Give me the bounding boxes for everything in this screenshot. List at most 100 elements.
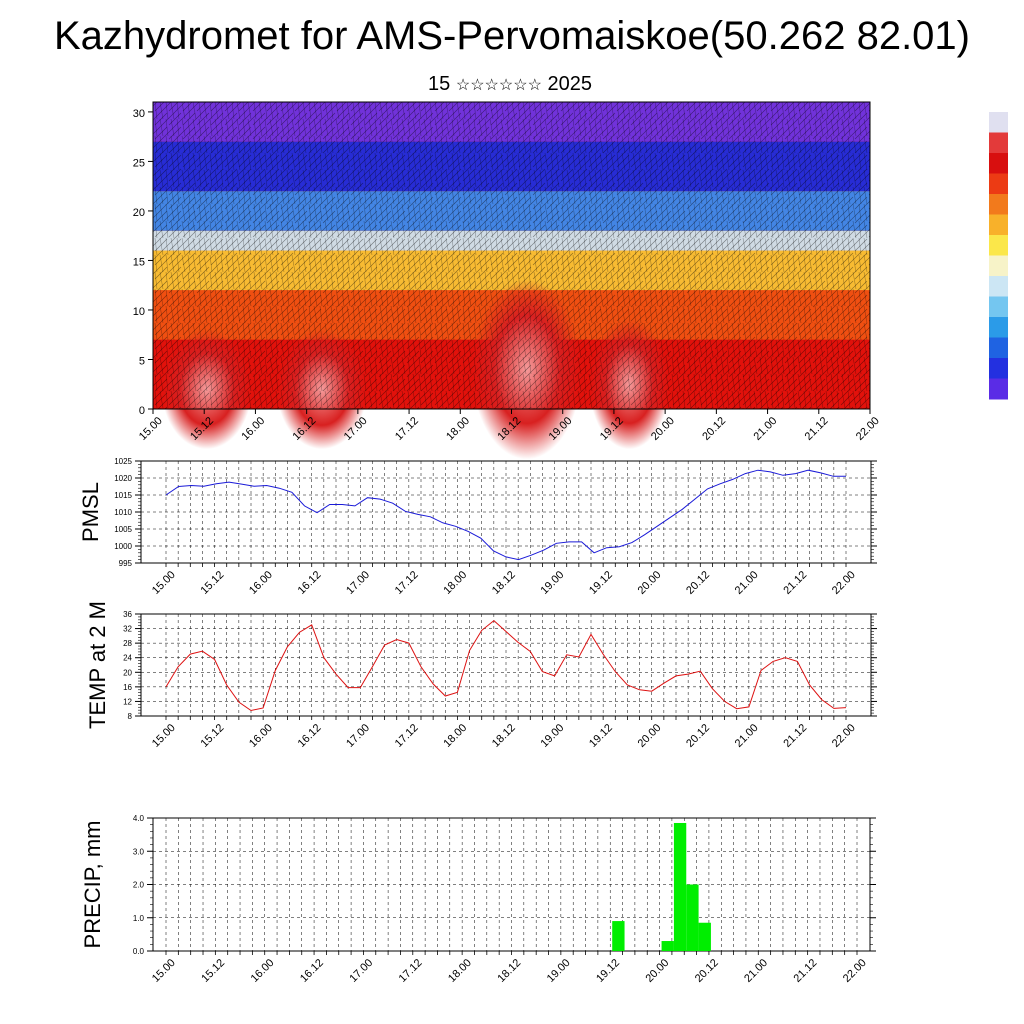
heatmap-ytick-label-4: 20 bbox=[133, 207, 145, 219]
pmsl-ytick-label-2: 1005 bbox=[114, 525, 132, 534]
colorbar-swatch-5 bbox=[989, 214, 1008, 236]
pmsl-series-line bbox=[165, 469, 846, 561]
temp-xtick-label-9: 19.12 bbox=[587, 722, 615, 750]
pmsl-panel: 995 1000 1005 1010 1015 1020 1025 15.00 15.12 16.… bbox=[78, 457, 877, 597]
precip-panel: 0.0 1.0 2.0 3.0 4.0 15.00 15.12 16.00 16.12 17.00… bbox=[80, 814, 876, 985]
pmsl-xtick-label-4: 17.00 bbox=[344, 569, 372, 597]
heatmap-xtick-label-5: 17.12 bbox=[393, 415, 421, 443]
colorbar-swatch-10 bbox=[989, 317, 1008, 338]
temp-xtick-label-6: 18.00 bbox=[441, 722, 469, 750]
temp-ytick-label-3: 20 bbox=[123, 668, 132, 677]
colorbar-swatch-11 bbox=[989, 337, 1008, 359]
pmsl-xtick-label-1: 15.12 bbox=[198, 569, 226, 597]
precip-bar-3 bbox=[686, 884, 699, 951]
colorbar-swatch-7 bbox=[989, 255, 1008, 277]
heatmap-xtick-label-13: 21.12 bbox=[803, 415, 831, 443]
colorbar bbox=[989, 112, 1008, 400]
precip-ytick-label-4: 4.0 bbox=[133, 814, 145, 823]
temp-xtick-label-11: 20.12 bbox=[684, 722, 712, 750]
precip-bar-4 bbox=[698, 922, 711, 951]
pmsl-ytick-label-6: 1025 bbox=[114, 457, 132, 466]
temp-ytick-label-2: 16 bbox=[123, 683, 132, 692]
pmsl-xtick-label-12: 21.00 bbox=[733, 569, 761, 597]
precip-ytick-label-0: 0.0 bbox=[133, 947, 145, 956]
precip-ytick-label-3: 3.0 bbox=[133, 847, 145, 856]
heatmap-ytick-label-6: 30 bbox=[133, 108, 145, 120]
temp-series-line bbox=[165, 619, 847, 712]
precip-bar-2 bbox=[673, 822, 687, 951]
heatmap-ytick-label-3: 15 bbox=[133, 256, 145, 268]
precip-xtick-label-5: 17.12 bbox=[397, 957, 425, 985]
temp-xtick-label-0: 15.00 bbox=[150, 722, 178, 750]
precip-xtick-label-10: 20.00 bbox=[643, 957, 671, 985]
temp-xtick-label-13: 21.12 bbox=[781, 722, 809, 750]
heatmap-xtick-label-0: 15.00 bbox=[137, 415, 165, 443]
wind-barbs bbox=[153, 102, 870, 409]
precip-ytick-label-2: 2.0 bbox=[133, 881, 145, 890]
heatmap-ytick-label-1: 5 bbox=[139, 355, 145, 367]
chart-title: Kazhydromet for AMS-Pervomaiskoe(50.262 … bbox=[54, 14, 970, 58]
precip-xtick-label-9: 19.12 bbox=[594, 957, 622, 985]
pmsl-xtick-label-9: 19.12 bbox=[587, 569, 615, 597]
colorbar-swatch-0 bbox=[989, 112, 1008, 133]
temp-xtick-label-3: 16.12 bbox=[296, 722, 324, 750]
pmsl-xtick-label-2: 16.00 bbox=[247, 569, 275, 597]
colorbar-swatch-1 bbox=[989, 132, 1008, 154]
precip-xtick-label-6: 18.00 bbox=[446, 957, 474, 985]
temp-ylabel: TEMP at 2 M bbox=[85, 601, 110, 729]
heatmap-xtick-label-11: 20.12 bbox=[700, 415, 728, 443]
temp-ytick-label-7: 36 bbox=[123, 610, 132, 619]
colorbar-swatch-3 bbox=[989, 173, 1008, 195]
colorbar-swatch-12 bbox=[989, 358, 1008, 379]
temp-xtick-label-4: 17.00 bbox=[344, 722, 372, 750]
heatmap-xtick-label-6: 18.00 bbox=[444, 415, 472, 443]
pmsl-xtick-label-8: 19.00 bbox=[538, 569, 566, 597]
heatmap-ytick-label-0: 0 bbox=[139, 405, 145, 417]
precip-xtick-label-1: 15.12 bbox=[199, 957, 227, 985]
pmsl-xtick-label-13: 21.12 bbox=[781, 569, 809, 597]
pmsl-ytick-label-4: 1015 bbox=[114, 491, 132, 500]
precip-xtick-label-4: 17.00 bbox=[347, 957, 375, 985]
precip-xtick-label-3: 16.12 bbox=[298, 957, 326, 985]
heatmap-ytick-label-2: 10 bbox=[133, 306, 145, 318]
temp-xtick-label-1: 15.12 bbox=[198, 722, 226, 750]
precip-xtick-label-12: 21.00 bbox=[742, 957, 770, 985]
heatmap-ytick-label-5: 25 bbox=[133, 157, 145, 169]
pmsl-xtick-label-5: 17.12 bbox=[393, 569, 421, 597]
colorbar-swatch-8 bbox=[989, 276, 1008, 297]
pmsl-ytick-label-0: 995 bbox=[119, 559, 133, 568]
precip-xtick-label-13: 21.12 bbox=[792, 957, 820, 985]
chart-subtitle: 15 ☆☆☆☆☆☆ 2025 bbox=[150, 73, 870, 96]
precip-xtick-label-2: 16.00 bbox=[249, 957, 277, 985]
colorbar-swatch-4 bbox=[989, 194, 1008, 215]
temp-panel: 8 12 16 20 24 28 32 36 15.00 15.12 16.00 16.12 17.00… bbox=[85, 601, 877, 750]
colorbar-swatch-6 bbox=[989, 235, 1008, 256]
precip-xtick-label-11: 20.12 bbox=[693, 957, 721, 985]
pmsl-ytick-label-5: 1020 bbox=[114, 474, 132, 483]
precip-xtick-label-8: 19.00 bbox=[545, 957, 573, 985]
pmsl-xtick-label-10: 20.00 bbox=[636, 569, 664, 597]
temp-ytick-label-0: 8 bbox=[128, 712, 133, 721]
pmsl-xtick-label-11: 20.12 bbox=[684, 569, 712, 597]
temp-xtick-label-7: 18.12 bbox=[490, 722, 518, 750]
precip-xtick-label-7: 18.12 bbox=[495, 957, 523, 985]
pmsl-ytick-label-1: 1000 bbox=[114, 542, 132, 551]
temp-ytick-label-4: 24 bbox=[123, 654, 132, 663]
heatmap-xtick-label-12: 21.00 bbox=[751, 415, 779, 443]
temp-xtick-label-12: 21.00 bbox=[733, 722, 761, 750]
date-year: 2025 bbox=[547, 73, 592, 95]
colorbar-swatch-13 bbox=[989, 378, 1008, 400]
temp-xtick-label-14: 22.00 bbox=[830, 722, 858, 750]
temp-ytick-label-6: 32 bbox=[123, 625, 132, 634]
pmsl-xtick-label-14: 22.00 bbox=[830, 569, 858, 597]
pmsl-xtick-label-3: 16.12 bbox=[296, 569, 324, 597]
pmsl-ytick-label-3: 1010 bbox=[114, 508, 132, 517]
pmsl-xtick-label-0: 15.00 bbox=[150, 569, 178, 597]
heatmap-xtick-label-14: 22.00 bbox=[854, 415, 882, 443]
pmsl-xtick-label-7: 18.12 bbox=[490, 569, 518, 597]
colorbar-swatch-9 bbox=[989, 296, 1008, 318]
precip-bar-1 bbox=[661, 941, 674, 951]
date-day: 15 bbox=[428, 73, 451, 95]
temp-xtick-label-8: 19.00 bbox=[538, 722, 566, 750]
